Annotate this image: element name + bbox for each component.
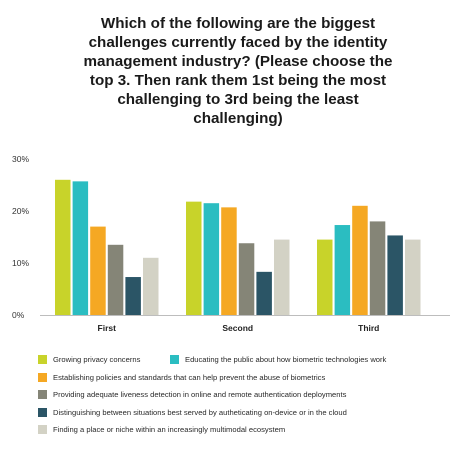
legend-label: Establishing policies and standards that… [53,372,326,382]
legend-item: Educating the public about how biometric… [170,351,386,369]
bar-third-series-3 [352,205,368,315]
chart-title-line: challenging) [193,110,283,127]
bar-second-series-4 [238,243,255,315]
bar-first-series-1 [55,179,71,315]
x-category-label: Third [358,323,379,333]
y-tick-label: 20% [12,206,29,216]
legend-label: Educating the public about how biometric… [185,355,387,365]
bar-first-series-2 [72,181,89,315]
legend: Growing privacy concerns Educating the pu… [38,351,458,439]
bar-first-series-4 [107,244,124,315]
bar-second-series-3 [221,207,237,315]
legend-swatch [170,355,179,365]
legend-row: Growing privacy concerns Educating the pu… [38,351,458,369]
legend-item: Finding a place or niche within an incre… [38,421,458,439]
bar-second-series-1 [186,201,202,315]
chart-title-line: challenging to 3rd being the least [117,91,359,108]
legend-swatch [38,407,47,417]
bar-third-series-2 [334,225,351,315]
legend-swatch [38,390,47,400]
bar-second-series-5 [256,271,272,315]
bar-third-series-6 [405,239,421,315]
y-tick-label: 10% [12,258,29,268]
legend-item: Growing privacy concerns [38,351,170,369]
chart-title-line: Which of the following are the biggest [100,15,376,32]
legend-label: Finding a place or niche within an incre… [53,425,286,435]
legend-swatch [38,425,47,435]
chart-title-line: management industry? (Please choose the [83,53,393,70]
bar-second-series-2 [203,203,220,315]
bar-third-series-1 [317,239,333,315]
x-category-label: First [98,323,117,333]
x-axis: First Second Third [40,315,450,333]
legend-item: Providing adequate liveness detection in… [38,386,458,404]
legend-swatch [38,372,47,382]
x-category-label: Second [222,323,253,333]
bar-third-series-4 [369,221,386,315]
legend-item: Establishing policies and standards that… [38,369,458,387]
chart-title: Which of the following are the biggest ch… [52,14,424,128]
legend-label: Distinguishing between situations best s… [53,407,347,417]
bar-second-series-6 [274,239,290,315]
bar-third-series-5 [387,235,403,315]
legend-item: Distinguishing between situations best s… [38,404,458,422]
legend-swatch [38,355,47,365]
y-axis: 0% 10% 20% 30% [12,154,29,320]
bar-first-series-6 [143,257,159,315]
chart-title-line: top 3. Then rank them 1st being the most [89,72,387,89]
bars [55,179,421,315]
chart-title-line: challenges currently faced by the identi… [88,34,388,51]
y-tick-label: 0% [12,310,25,320]
legend-label: Growing privacy concerns [53,355,141,365]
bar-first-series-3 [90,226,106,315]
bar-first-series-5 [125,277,141,315]
y-tick-label: 30% [12,154,29,164]
legend-label: Providing adequate liveness detection in… [53,390,347,400]
bar-chart: 0% 10% 20% 30% First Second Third [12,154,450,333]
